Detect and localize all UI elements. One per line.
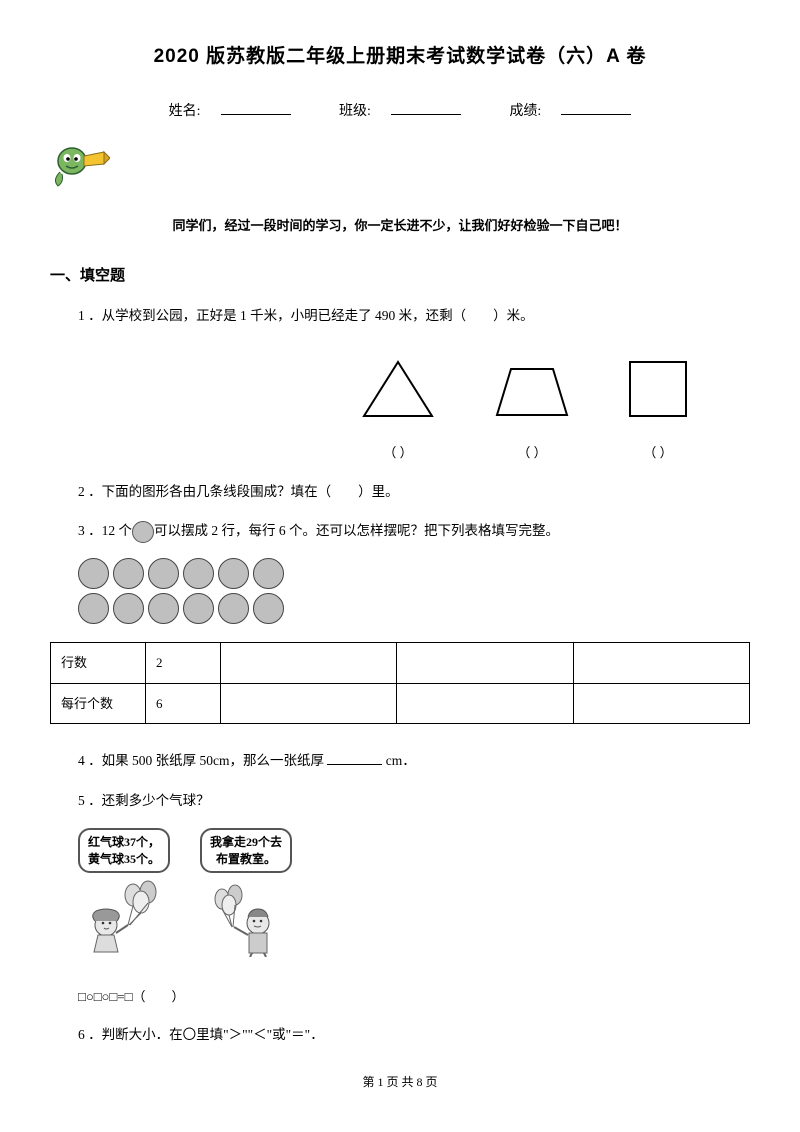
question-4: 4 ．如果 500 张纸厚 50cm，那么一张纸厚 cm． — [78, 749, 750, 773]
table-cell-blank[interactable] — [221, 683, 397, 723]
table-cell-blank[interactable] — [221, 643, 397, 683]
class-blank[interactable] — [391, 101, 461, 115]
page-title: 2020 版苏教版二年级上册期末考试数学试卷（六）A 卷 — [50, 40, 750, 74]
class-label: 班级: — [339, 104, 371, 119]
bubble1-line2: 黄气球35个。 — [88, 851, 160, 868]
question-3: 3 ．12 个 可以摆成 2 行，每行 6 个。还可以怎样摆呢？把下列表格填写完整… — [78, 519, 750, 543]
encourage-text: 同学们，经过一段时间的学习，你一定长进不少，让我们好好检验一下自己吧！ — [50, 214, 750, 237]
table-row2-label: 每行个数 — [51, 683, 146, 723]
table-cell-blank[interactable] — [397, 643, 573, 683]
boy-icon — [200, 877, 290, 957]
balloon-right: 我拿走29个去 布置教室。 — [200, 828, 292, 967]
circle-icon — [132, 521, 154, 543]
table-cell-blank[interactable] — [573, 643, 749, 683]
balloon-row: 红气球37个， 黄气球35个。 我拿走29个去 布置教室。 — [78, 828, 750, 967]
bubble2-line1: 我拿走29个去 — [210, 834, 282, 851]
question-5: 5 ．还剩多少个气球？ — [78, 789, 750, 813]
question-6: 6 ．判断大小．在〇里填"＞""＜"或"＝"． — [78, 1023, 750, 1047]
bubble2-line2: 布置教室。 — [210, 851, 282, 868]
name-blank[interactable] — [221, 101, 291, 115]
circles-diagram — [78, 558, 750, 624]
equation-row: □○□○□=□（ ） — [78, 985, 750, 1008]
info-row: 姓名: 班级: 成绩: — [50, 99, 750, 124]
shape-label-1: （ ） — [358, 441, 438, 464]
q3-post: 可以摆成 2 行，每行 6 个。还可以怎样摆呢？把下列表格填写完整。 — [154, 523, 559, 538]
q4-post: cm． — [386, 753, 416, 768]
question-2: 2 ．下面的图形各由几条线段围成？填在（ ）里。 — [78, 480, 750, 504]
table-cell-blank[interactable] — [573, 683, 749, 723]
shape-square: （ ） — [626, 358, 690, 465]
shape-label-3: （ ） — [626, 441, 690, 464]
table-row1-label: 行数 — [51, 643, 146, 683]
bubble-2: 我拿走29个去 布置教室。 — [200, 828, 292, 874]
score-blank[interactable] — [561, 101, 631, 115]
shape-triangle: （ ） — [358, 358, 438, 465]
girl-icon — [78, 877, 168, 957]
shapes-row: （ ） （ ） （ ） — [50, 358, 690, 465]
shape-trapezoid: （ ） — [493, 365, 571, 465]
q4-blank[interactable] — [327, 753, 382, 765]
pencil-icon — [50, 144, 750, 198]
bubble1-line1: 红气球37个， — [88, 834, 160, 851]
score-label: 成绩: — [509, 104, 541, 119]
q3-table: 行数 2 每行个数 6 — [50, 642, 750, 724]
question-1: 1 ．从学校到公园，正好是 1 千米，小明已经走了 490 米，还剩（ ）米。 — [78, 304, 750, 328]
page-footer: 第 1 页 共 8 页 — [50, 1072, 750, 1094]
table-cell-blank[interactable] — [397, 683, 573, 723]
bubble-1: 红气球37个， 黄气球35个。 — [78, 828, 170, 874]
section-1-title: 一、填空题 — [50, 262, 750, 289]
q3-pre: 3 ．12 个 — [78, 523, 132, 538]
balloon-left: 红气球37个， 黄气球35个。 — [78, 828, 170, 967]
q4-pre: 4 ．如果 500 张纸厚 50cm，那么一张纸厚 — [78, 753, 324, 768]
shape-label-2: （ ） — [493, 441, 571, 464]
name-label: 姓名: — [169, 104, 201, 119]
table-row1-val: 2 — [146, 643, 221, 683]
table-row2-val: 6 — [146, 683, 221, 723]
